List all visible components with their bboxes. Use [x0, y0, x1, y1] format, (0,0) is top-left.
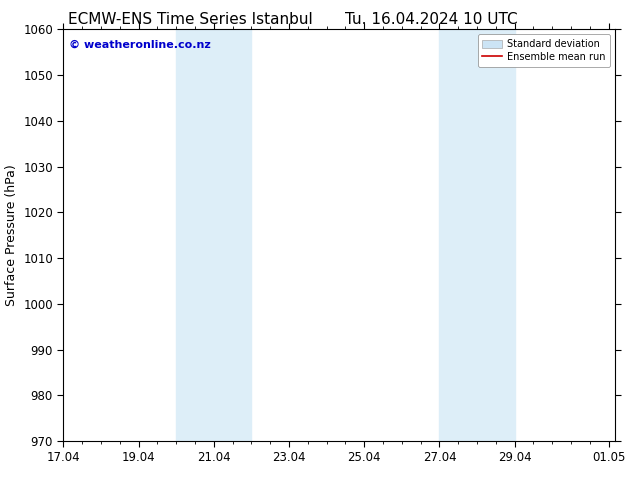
Legend: Standard deviation, Ensemble mean run: Standard deviation, Ensemble mean run: [477, 34, 610, 67]
Bar: [439, 29, 515, 441]
Bar: [176, 29, 252, 441]
Y-axis label: Surface Pressure (hPa): Surface Pressure (hPa): [4, 164, 18, 306]
Text: Tu. 16.04.2024 10 UTC: Tu. 16.04.2024 10 UTC: [345, 12, 517, 27]
Text: © weatheronline.co.nz: © weatheronline.co.nz: [69, 40, 210, 49]
Text: ECMW-ENS Time Series Istanbul: ECMW-ENS Time Series Istanbul: [68, 12, 313, 27]
